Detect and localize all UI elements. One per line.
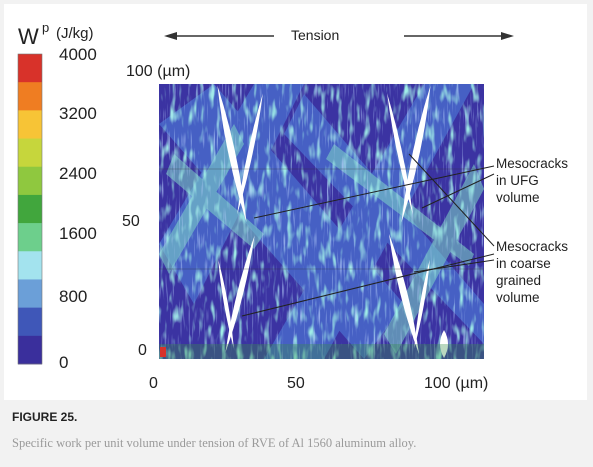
annotation-ufg-line-2: in UFG (496, 173, 539, 188)
mesocrack-shape (389, 233, 419, 355)
mesocrack-shape (217, 85, 247, 223)
colorbar-frame (17, 53, 43, 365)
colorbar-swatch (18, 54, 42, 83)
colorbar-tick-label: 2400 (59, 164, 97, 183)
x-axis-tick-50: 50 (287, 375, 305, 392)
mesocrack-shape (225, 235, 255, 353)
tension-label: Tension (291, 27, 339, 43)
figure-caption-text: Specific work per unit volume under tens… (12, 436, 417, 450)
colorbar-swatch (18, 335, 42, 365)
annotation-coarse-line-2: in coarse (496, 256, 551, 271)
annotation-leader-lines (241, 153, 495, 317)
colorbar-swatch (18, 166, 42, 196)
colorbar-swatch (18, 279, 42, 309)
y-axis-bottom-label: 0 (138, 342, 147, 359)
colorbar-tick-label: 0 (59, 353, 68, 372)
tension-left-arrow-icon (164, 32, 274, 40)
mesocrack-shape (387, 93, 413, 215)
y-axis-top-label: 100 (µm) (126, 63, 190, 80)
figure-panel: W p (J/kg) 4000 3200 2400 1600 800 0 Tension … (4, 4, 587, 400)
colorbar-swatch (18, 307, 42, 337)
energy-contour-field (159, 84, 484, 359)
mesocrack-shape (440, 330, 448, 358)
colorbar-swatch (18, 82, 42, 111)
colorbar-swatch (18, 138, 42, 168)
x-axis-tick-0: 0 (149, 375, 158, 392)
annotation-ufg-line-3: volume (496, 190, 540, 205)
annotation-coarse: Mesocracks in coarse grained volume (496, 239, 572, 305)
annotation-coarse-line-1: Mesocracks (496, 239, 568, 254)
annotation-ufg-line-1: Mesocracks (496, 156, 568, 171)
colorbar-swatch (18, 251, 42, 280)
colorbar-quantity-symbol: W (18, 24, 39, 49)
y-axis-mid-label: 50 (122, 213, 140, 230)
figure-caption-title: FIGURE 25. (12, 410, 78, 424)
mesocrack-shape (414, 259, 430, 349)
mesocrack-shape (237, 93, 263, 215)
x-axis-tick-100: 100 (µm) (424, 375, 488, 392)
tension-right-arrow-icon (404, 32, 514, 40)
annotation-coarse-line-3: grained (496, 273, 541, 288)
colorbar-tick-label: 800 (59, 287, 87, 306)
annotation-ufg: Mesocracks in UFG volume (496, 156, 572, 205)
colorbar (17, 53, 43, 365)
colorbar-swatch (18, 110, 42, 139)
colorbar-quantity-superscript: p (42, 20, 49, 35)
colorbar-unit: (J/kg) (56, 25, 94, 42)
mesocrack-shape (218, 259, 234, 349)
annotation-coarse-line-4: volume (496, 290, 540, 305)
colorbar-tick-label: 1600 (59, 224, 97, 243)
colorbar-ticks: 4000 3200 2400 1600 800 0 (59, 45, 97, 372)
colorbar-tick-label: 4000 (59, 45, 97, 64)
colorbar-swatch (18, 223, 42, 252)
colorbar-tick-label: 3200 (59, 104, 97, 123)
colorbar-swatch (18, 194, 42, 224)
